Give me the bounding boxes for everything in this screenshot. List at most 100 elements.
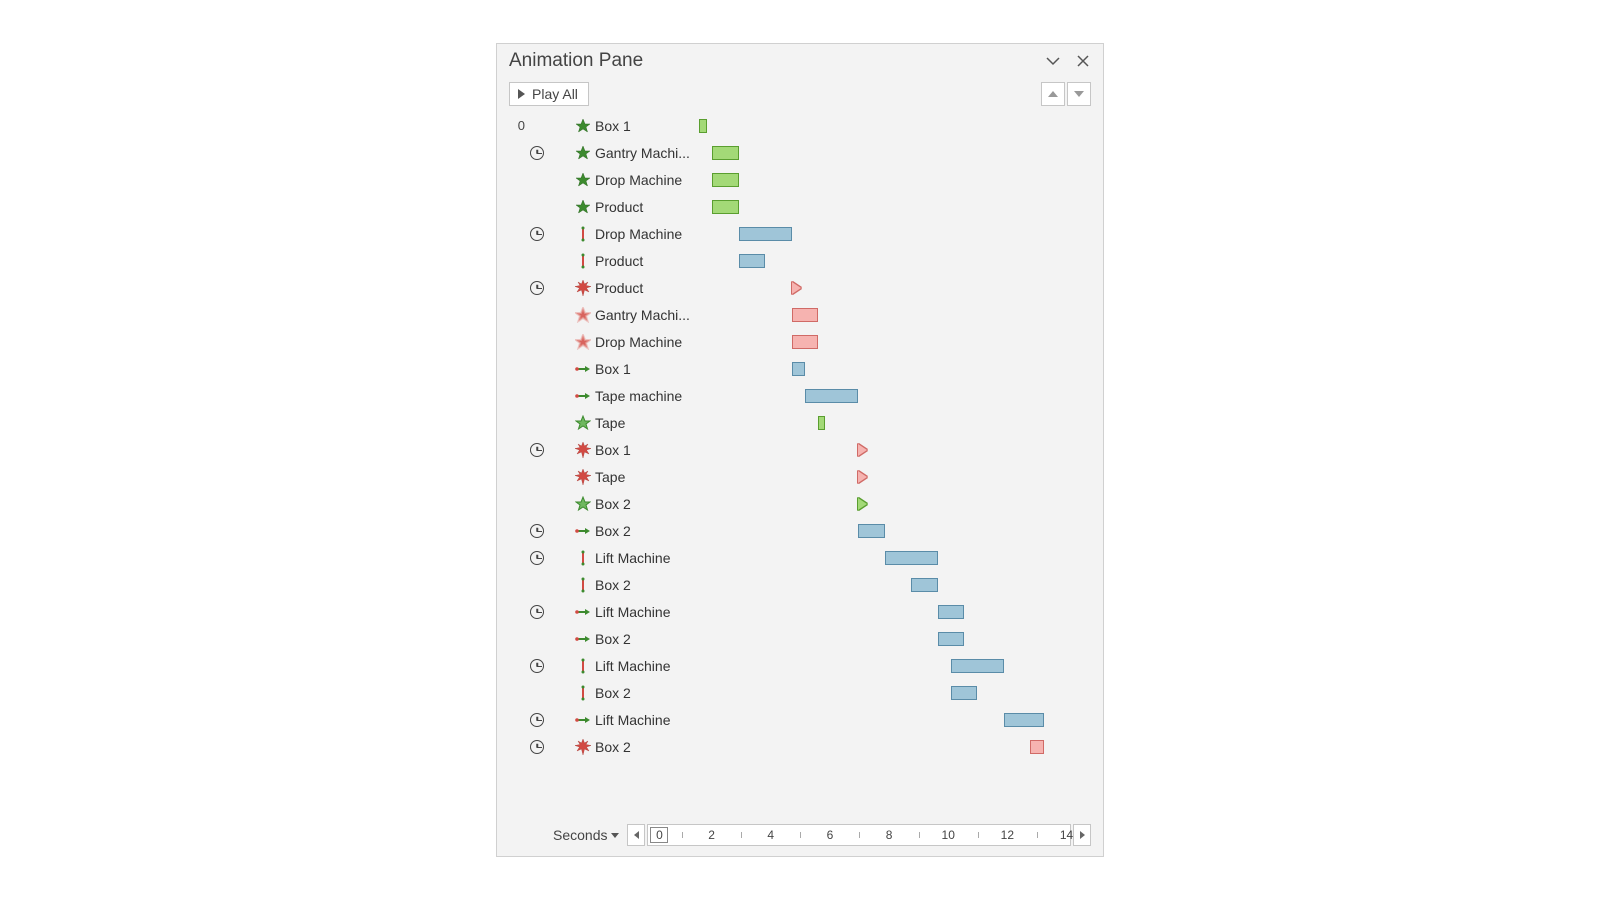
ruler-minor-tick: [682, 832, 683, 838]
clock-icon: [530, 659, 544, 673]
instant-marker[interactable]: [858, 471, 867, 483]
ruler-zero: 0: [650, 827, 668, 843]
close-icon[interactable]: [1075, 53, 1091, 69]
animation-row[interactable]: Gantry Machi...: [509, 301, 1091, 328]
scroll-right-button[interactable]: [1073, 824, 1091, 846]
timeline-cell: [699, 166, 1091, 193]
animation-row[interactable]: Gantry Machi...: [509, 139, 1091, 166]
effect-icon: [573, 226, 593, 242]
effect-icon: [573, 550, 593, 566]
duration-bar[interactable]: [739, 227, 792, 241]
trigger-indicator: [525, 443, 549, 457]
timeline-cell: [699, 274, 1091, 301]
animation-row[interactable]: 0Box 1: [509, 112, 1091, 139]
duration-bar[interactable]: [792, 308, 819, 322]
instant-marker[interactable]: [858, 498, 867, 510]
trigger-indicator: [525, 281, 549, 295]
duration-bar[interactable]: [699, 119, 707, 133]
duration-bar[interactable]: [938, 605, 965, 619]
move-down-button[interactable]: [1067, 82, 1091, 106]
ruler-tick: 6: [824, 825, 836, 845]
animation-row[interactable]: Drop Machine: [509, 220, 1091, 247]
animation-list[interactable]: 0Box 1Gantry Machi...Drop MachineProduct…: [497, 112, 1103, 818]
timeline-cell: [699, 652, 1091, 679]
object-label: Box 2: [593, 523, 699, 539]
animation-row[interactable]: Product: [509, 274, 1091, 301]
animation-row[interactable]: Box 1: [509, 436, 1091, 463]
duration-bar[interactable]: [951, 686, 978, 700]
duration-bar[interactable]: [1030, 740, 1043, 754]
animation-row[interactable]: Box 2: [509, 625, 1091, 652]
clock-icon: [530, 551, 544, 565]
object-label: Box 1: [593, 361, 699, 377]
instant-marker[interactable]: [858, 444, 867, 456]
animation-row[interactable]: Box 2: [509, 490, 1091, 517]
pane-header: Animation Pane: [497, 44, 1103, 76]
animation-row[interactable]: Tape: [509, 463, 1091, 490]
ruler-tick: 14: [1060, 825, 1072, 845]
duration-bar[interactable]: [911, 578, 938, 592]
animation-row[interactable]: Lift Machine: [509, 598, 1091, 625]
object-label: Product: [593, 199, 699, 215]
animation-row[interactable]: Box 2: [509, 517, 1091, 544]
duration-bar[interactable]: [938, 632, 965, 646]
play-all-label: Play All: [532, 86, 578, 102]
object-label: Tape: [593, 415, 699, 431]
play-all-button[interactable]: Play All: [509, 82, 589, 106]
duration-bar[interactable]: [858, 524, 885, 538]
object-label: Tape: [593, 469, 699, 485]
timeline-cell: [699, 490, 1091, 517]
animation-row[interactable]: Box 2: [509, 679, 1091, 706]
timeline-cell: [699, 409, 1091, 436]
animation-row[interactable]: Tape machine: [509, 382, 1091, 409]
duration-bar[interactable]: [792, 335, 819, 349]
object-label: Drop Machine: [593, 172, 699, 188]
animation-row[interactable]: Lift Machine: [509, 706, 1091, 733]
seconds-dropdown[interactable]: Seconds: [553, 827, 619, 843]
animation-row[interactable]: Box 1: [509, 355, 1091, 382]
object-label: Box 1: [593, 442, 699, 458]
arrow-up-icon: [1048, 91, 1058, 97]
time-ruler[interactable]: 02468101214: [647, 824, 1071, 846]
trigger-indicator: [525, 551, 549, 565]
animation-row[interactable]: Drop Machine: [509, 328, 1091, 355]
move-up-button[interactable]: [1041, 82, 1065, 106]
object-label: Tape machine: [593, 388, 699, 404]
object-label: Box 2: [593, 685, 699, 701]
object-label: Box 1: [593, 118, 699, 134]
duration-bar[interactable]: [739, 254, 766, 268]
object-label: Gantry Machi...: [593, 145, 699, 161]
collapse-icon[interactable]: [1045, 53, 1061, 69]
duration-bar[interactable]: [792, 362, 805, 376]
duration-bar[interactable]: [1004, 713, 1044, 727]
duration-bar[interactable]: [712, 200, 739, 214]
ruler-minor-tick: [919, 832, 920, 838]
clock-icon: [530, 524, 544, 538]
instant-marker[interactable]: [792, 282, 801, 294]
animation-row[interactable]: Product: [509, 247, 1091, 274]
duration-bar[interactable]: [885, 551, 938, 565]
ruler-wrap: 02468101214: [627, 824, 1091, 846]
animation-row[interactable]: Box 2: [509, 733, 1091, 760]
animation-pane: Animation Pane Play All 0Box 1Gantry Mac…: [496, 43, 1104, 857]
duration-bar[interactable]: [805, 389, 858, 403]
duration-bar[interactable]: [951, 659, 1004, 673]
animation-row[interactable]: Lift Machine: [509, 652, 1091, 679]
effect-icon: [573, 631, 593, 647]
animation-row[interactable]: Product: [509, 193, 1091, 220]
timeline-cell: [699, 139, 1091, 166]
animation-row[interactable]: Box 2: [509, 571, 1091, 598]
ruler-tick: 2: [706, 825, 718, 845]
duration-bar[interactable]: [712, 173, 739, 187]
timeline-cell: [699, 247, 1091, 274]
duration-bar[interactable]: [818, 416, 825, 430]
animation-row[interactable]: Tape: [509, 409, 1091, 436]
effect-icon: [573, 604, 593, 620]
scroll-left-button[interactable]: [627, 824, 645, 846]
triangle-left-icon: [634, 831, 639, 839]
animation-row[interactable]: Drop Machine: [509, 166, 1091, 193]
timeline-cell: [699, 382, 1091, 409]
animation-row[interactable]: Lift Machine: [509, 544, 1091, 571]
effect-icon: [573, 523, 593, 539]
duration-bar[interactable]: [712, 146, 739, 160]
